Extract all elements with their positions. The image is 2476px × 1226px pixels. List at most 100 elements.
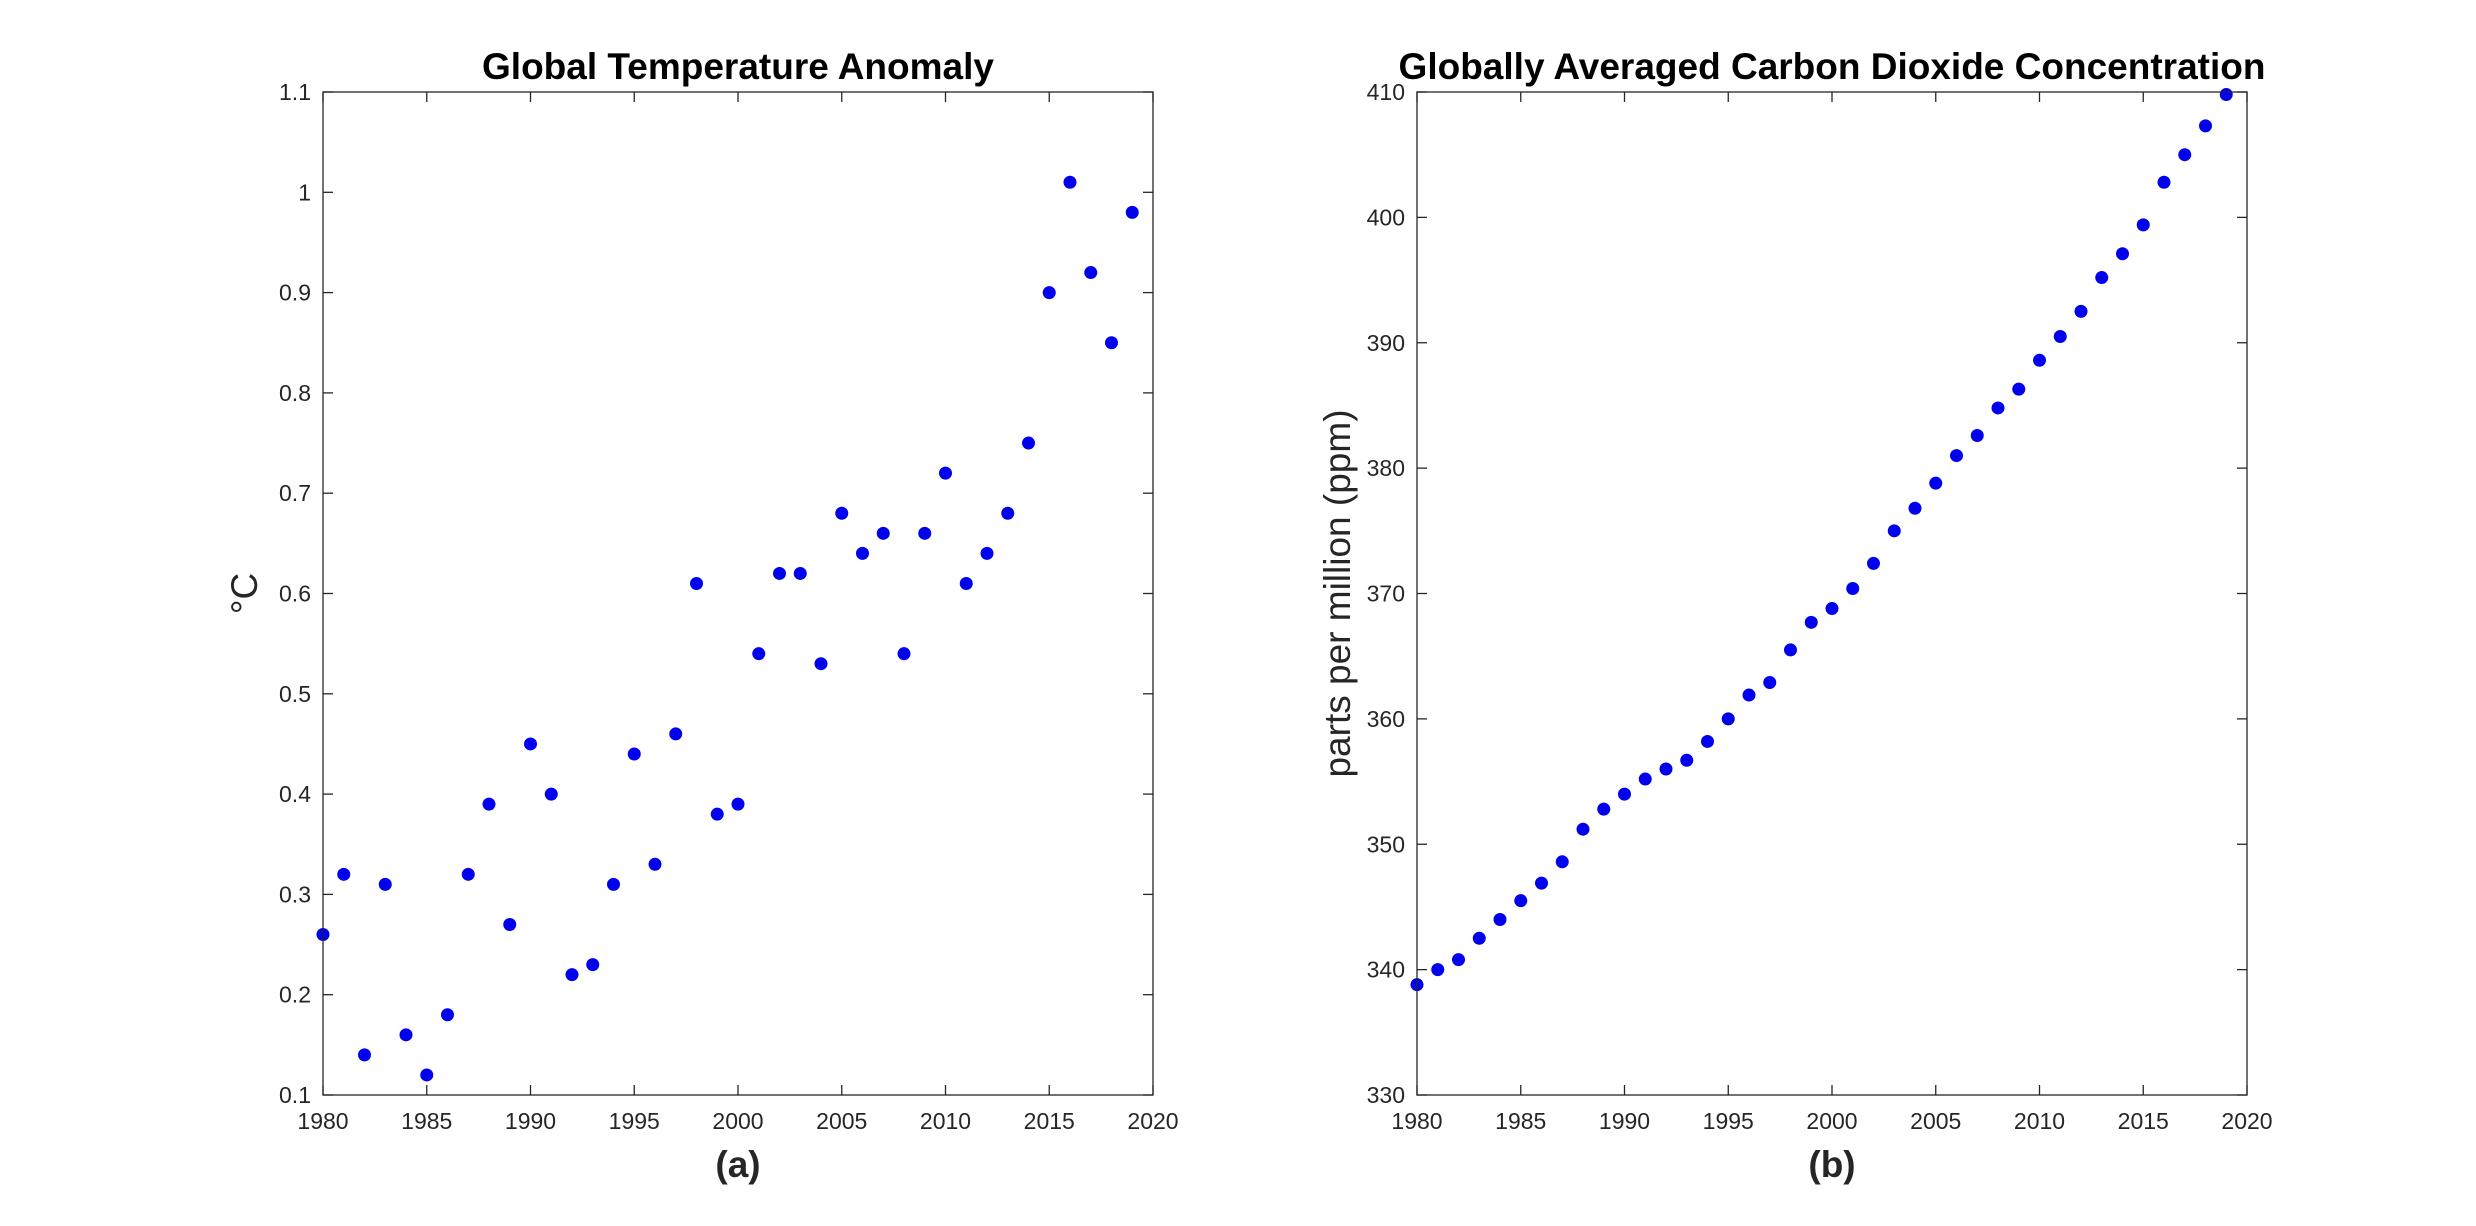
data-point (1784, 643, 1797, 657)
data-point (980, 546, 994, 560)
data-point (1452, 953, 1465, 967)
data-point (2157, 175, 2171, 189)
data-point (2053, 329, 2067, 343)
y-tick-label: 0.4 (279, 781, 311, 807)
x-tick-label: 1990 (1599, 1108, 1650, 1134)
x-tick-label: 1985 (401, 1108, 452, 1134)
data-point (1887, 524, 1901, 538)
data-point (1493, 912, 1507, 926)
panel-co2-concentration: Globally Averaged Carbon Dioxide Concent… (1317, 46, 2273, 1185)
x-tick-label: 2020 (2221, 1108, 2272, 1134)
data-point (565, 968, 579, 982)
data-point (1431, 963, 1445, 977)
x-tick-label: 1995 (609, 1108, 660, 1134)
data-point (897, 647, 911, 661)
y-tick-label: 330 (1367, 1082, 1405, 1108)
data-points (316, 175, 1139, 1082)
data-point (1638, 772, 1652, 786)
data-point (814, 657, 828, 671)
data-point (1970, 429, 1984, 443)
data-point (1846, 581, 1860, 595)
data-point (2012, 382, 2026, 396)
chart-title: Globally Averaged Carbon Dioxide Concent… (1399, 46, 2266, 87)
data-point (710, 807, 724, 821)
data-point (1042, 286, 1056, 300)
data-point (2074, 304, 2088, 318)
panel-caption: (a) (715, 1144, 760, 1185)
data-point (690, 576, 703, 590)
data-point (627, 747, 641, 761)
x-tick-label: 1980 (297, 1108, 348, 1134)
y-axis-label: °C (224, 573, 265, 615)
data-point (1721, 712, 1735, 726)
y-tick-label: 0.7 (279, 480, 311, 506)
x-tick-label: 1980 (1391, 1108, 1442, 1134)
data-point (1618, 787, 1631, 801)
data-point (420, 1068, 434, 1082)
y-tick-label: 370 (1367, 581, 1405, 607)
chart-title: Global Temperature Anomaly (482, 46, 994, 87)
data-point (1125, 205, 1139, 219)
data-point (959, 576, 973, 590)
data-point (876, 526, 890, 540)
data-point (1742, 688, 1756, 702)
data-point (918, 526, 932, 540)
x-tick-label: 2010 (2014, 1108, 2065, 1134)
x-tick-label: 2015 (1024, 1108, 1075, 1134)
data-point (524, 737, 537, 751)
axis-ticks: 1980 1985 1990 1995 2000 2005 2010 2015 2020 0.1 0… (279, 79, 1179, 1134)
data-point (1576, 822, 1590, 836)
y-tick-label: 0.1 (279, 1082, 311, 1108)
data-point (793, 566, 807, 580)
data-point (1804, 615, 1818, 629)
x-tick-label: 1990 (505, 1108, 556, 1134)
data-point (503, 917, 517, 931)
x-tick-label: 2015 (2118, 1108, 2169, 1134)
x-tick-label: 2000 (1806, 1108, 1857, 1134)
data-point (586, 958, 600, 972)
x-tick-label: 1995 (1703, 1108, 1754, 1134)
data-point (399, 1028, 413, 1042)
data-point (1659, 762, 1673, 776)
data-point (607, 877, 620, 891)
data-point (2219, 88, 2233, 102)
data-point (1472, 931, 1486, 945)
axis-ticks: 1980 1985 1990 1995 2000 2005 2010 2015 2020 330 3… (1367, 79, 2273, 1134)
x-tick-label: 2005 (1910, 1108, 1961, 1134)
data-point (1001, 506, 1015, 520)
data-point (461, 867, 475, 881)
data-point (2199, 119, 2212, 133)
x-tick-label: 2005 (816, 1108, 867, 1134)
y-tick-label: 410 (1367, 79, 1405, 105)
x-tick-label: 2020 (1127, 1108, 1178, 1134)
data-point (856, 546, 869, 560)
data-point (939, 466, 952, 480)
data-point (835, 506, 849, 520)
y-tick-label: 0.9 (279, 280, 311, 306)
data-point (1701, 734, 1714, 748)
data-point (441, 1008, 454, 1022)
y-tick-label: 0.2 (279, 982, 311, 1008)
data-point (358, 1048, 371, 1062)
y-axis-label: parts per million (ppm) (1317, 409, 1358, 777)
x-tick-label: 1985 (1495, 1108, 1546, 1134)
data-point (2136, 218, 2150, 232)
panel-caption: (b) (1808, 1144, 1855, 1185)
y-tick-label: 390 (1367, 330, 1405, 356)
data-point (1555, 855, 1569, 869)
data-point (1929, 476, 1943, 490)
data-point (2178, 148, 2192, 162)
data-point (2095, 271, 2109, 285)
data-point (544, 787, 558, 801)
data-point (1535, 876, 1548, 890)
data-point (1825, 602, 1839, 616)
data-point (1908, 501, 1922, 515)
panel-temperature-anomaly: Global Temperature Anomaly °C (a) 1980 19… (224, 46, 1179, 1185)
y-tick-label: 400 (1367, 204, 1405, 230)
data-point (1597, 802, 1611, 816)
data-point (1950, 449, 1963, 463)
data-point (1763, 676, 1777, 690)
x-tick-label: 2000 (712, 1108, 763, 1134)
data-point (648, 857, 662, 871)
